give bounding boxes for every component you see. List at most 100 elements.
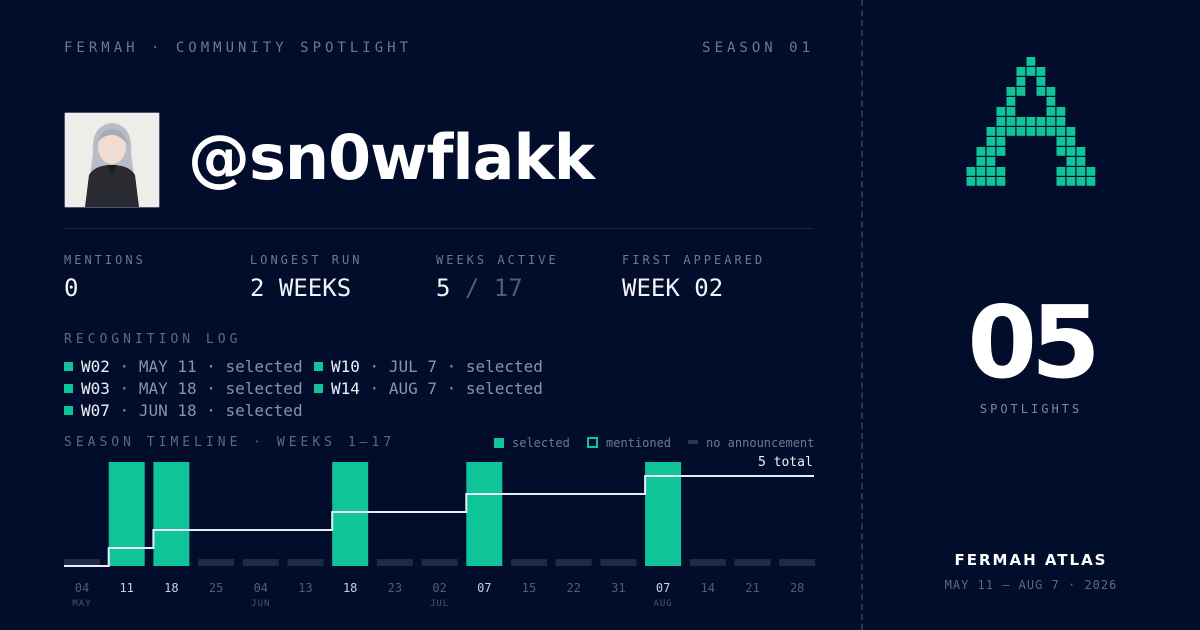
timeline-label: SEASON TIMELINE · WEEKS 1–17 bbox=[64, 435, 396, 450]
logo-pixel bbox=[1066, 137, 1076, 146]
logo-pixel bbox=[1086, 167, 1096, 176]
timeline-tick-label: 15 bbox=[521, 581, 537, 595]
timeline-bar bbox=[376, 559, 413, 566]
timeline-tick-label: 18 bbox=[164, 581, 179, 595]
avatar-image bbox=[65, 113, 159, 207]
logo-pixel bbox=[1036, 77, 1046, 86]
logo-pixel bbox=[1006, 117, 1016, 126]
stat-weeks-active-label: WEEKS ACTIVE bbox=[436, 253, 559, 267]
stat-longest-run-value: 2 WEEKS bbox=[250, 274, 352, 302]
logo-pixel bbox=[1046, 127, 1056, 136]
logo-pixel bbox=[1076, 157, 1086, 166]
season-range: MAY 11 — AUG 7 · 2026 bbox=[944, 578, 1118, 592]
weeks-active-total: / 17 bbox=[464, 274, 523, 302]
stat-mentions-label: MENTIONS bbox=[64, 253, 146, 267]
logo-pixel bbox=[966, 167, 976, 176]
pixel-a-logo-icon bbox=[966, 57, 1096, 186]
logo-pixel bbox=[986, 177, 996, 186]
logo-pixel bbox=[986, 137, 996, 146]
logo-pixel bbox=[1056, 147, 1066, 156]
legend-none: no announcement bbox=[688, 436, 814, 450]
timeline-month-label: JUL bbox=[429, 599, 450, 609]
timeline-tick-label: 22 bbox=[566, 581, 581, 595]
timeline-chart bbox=[64, 462, 816, 567]
total-label: 5 total bbox=[758, 455, 813, 470]
timeline-month-label: MAY bbox=[72, 599, 92, 609]
weeks-active-count: 5 bbox=[436, 274, 451, 302]
logo-pixel bbox=[1046, 87, 1056, 96]
logo-pixel bbox=[1056, 107, 1066, 116]
timeline-month-label: AUG bbox=[653, 599, 673, 609]
vertical-divider bbox=[861, 0, 863, 630]
logo-pixel bbox=[976, 157, 986, 166]
stat-first-appeared-value: WEEK 02 bbox=[622, 274, 724, 302]
timeline-bar bbox=[555, 559, 592, 566]
logo-pixel bbox=[1026, 127, 1036, 136]
timeline-bar bbox=[421, 559, 458, 566]
logo-pixel bbox=[996, 117, 1006, 126]
timeline-bar bbox=[64, 559, 100, 566]
timeline-tick-label: 14 bbox=[700, 581, 716, 595]
stat-longest-run-label: LONGEST RUN bbox=[250, 253, 363, 267]
logo-pixel bbox=[1066, 157, 1076, 166]
logo-pixel bbox=[1076, 177, 1086, 186]
timeline-bar bbox=[600, 559, 637, 566]
timeline-tick-label: 25 bbox=[208, 581, 224, 595]
logo-pixel bbox=[1046, 97, 1056, 106]
section-divider bbox=[64, 228, 814, 229]
timeline-bar bbox=[466, 462, 503, 566]
logo-pixel bbox=[1086, 177, 1096, 186]
logo-pixel bbox=[1026, 117, 1036, 126]
logo-pixel bbox=[1006, 127, 1016, 136]
timeline-bar bbox=[734, 559, 771, 566]
timeline-tick-label: 07 bbox=[655, 581, 671, 595]
logo-pixel bbox=[1036, 67, 1046, 76]
log-item: W03 · MAY 18 · selected bbox=[64, 379, 303, 398]
timeline-tick-label: 13 bbox=[298, 581, 313, 595]
logo-pixel bbox=[1066, 177, 1076, 186]
timeline-bar bbox=[779, 559, 816, 566]
legend-mentioned: mentioned bbox=[587, 436, 671, 450]
logo-pixel bbox=[1076, 167, 1086, 176]
stat-first-appeared-label: FIRST APPEARED bbox=[622, 253, 766, 267]
season-label: SEASON 01 bbox=[702, 40, 814, 56]
timeline-tick-label: 23 bbox=[387, 581, 403, 595]
logo-pixel bbox=[1026, 67, 1036, 76]
logo-pixel bbox=[1076, 147, 1086, 156]
logo-pixel bbox=[1056, 177, 1066, 186]
log-item: W02 · MAY 11 · selected bbox=[64, 357, 303, 376]
logo-pixel bbox=[1046, 117, 1056, 126]
brand-name: FERMAH ATLAS bbox=[954, 551, 1108, 569]
logo-pixel bbox=[1016, 117, 1026, 126]
spotlight-count-label: SPOTLIGHTS bbox=[979, 402, 1083, 416]
stat-mentions-value: 0 bbox=[64, 274, 79, 302]
logo-pixel bbox=[996, 177, 1006, 186]
logo-pixel bbox=[1006, 87, 1016, 96]
logo-pixel bbox=[1026, 57, 1036, 66]
logo-pixel bbox=[996, 127, 1006, 136]
logo-pixel bbox=[1016, 77, 1026, 86]
user-handle: @sn0wflakk bbox=[188, 121, 595, 194]
legend-selected-swatch bbox=[494, 438, 504, 448]
logo-pixel bbox=[986, 127, 996, 136]
timeline-tick-label: 11 bbox=[119, 581, 134, 595]
timeline-tick-label: 02 bbox=[432, 581, 447, 595]
cumulative-line bbox=[64, 475, 814, 567]
logo-pixel bbox=[1066, 167, 1076, 176]
logo-pixel bbox=[1036, 87, 1046, 96]
logo-pixel bbox=[1016, 87, 1026, 96]
logo-pixel bbox=[1066, 127, 1076, 136]
logo-pixel bbox=[1016, 67, 1026, 76]
timeline-bar bbox=[689, 559, 726, 566]
spotlight-count: 05 bbox=[967, 284, 1100, 401]
timeline-bar bbox=[153, 462, 190, 566]
logo-pixel bbox=[1056, 167, 1066, 176]
logo-pixel bbox=[1016, 127, 1026, 136]
timeline-bar bbox=[242, 559, 279, 566]
brand-header: FERMAH · COMMUNITY SPOTLIGHT bbox=[64, 40, 413, 56]
logo-pixel bbox=[996, 137, 1006, 146]
logo-pixel bbox=[976, 167, 986, 176]
logo-pixel bbox=[986, 167, 996, 176]
logo-pixel bbox=[1036, 127, 1046, 136]
timeline-bar bbox=[645, 462, 682, 566]
